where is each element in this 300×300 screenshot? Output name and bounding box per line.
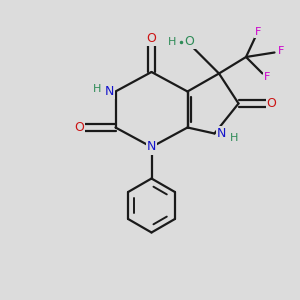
Text: F: F xyxy=(278,46,284,56)
Text: O: O xyxy=(75,121,84,134)
Text: F: F xyxy=(264,71,270,82)
Text: F: F xyxy=(255,27,261,37)
Text: H: H xyxy=(93,84,101,94)
Text: N: N xyxy=(147,140,156,154)
Text: N: N xyxy=(105,85,114,98)
Text: O: O xyxy=(185,35,194,49)
Text: O: O xyxy=(267,97,276,110)
Text: H: H xyxy=(230,133,238,143)
Text: O: O xyxy=(147,32,156,46)
Text: H: H xyxy=(168,37,177,47)
Text: N: N xyxy=(217,127,226,140)
